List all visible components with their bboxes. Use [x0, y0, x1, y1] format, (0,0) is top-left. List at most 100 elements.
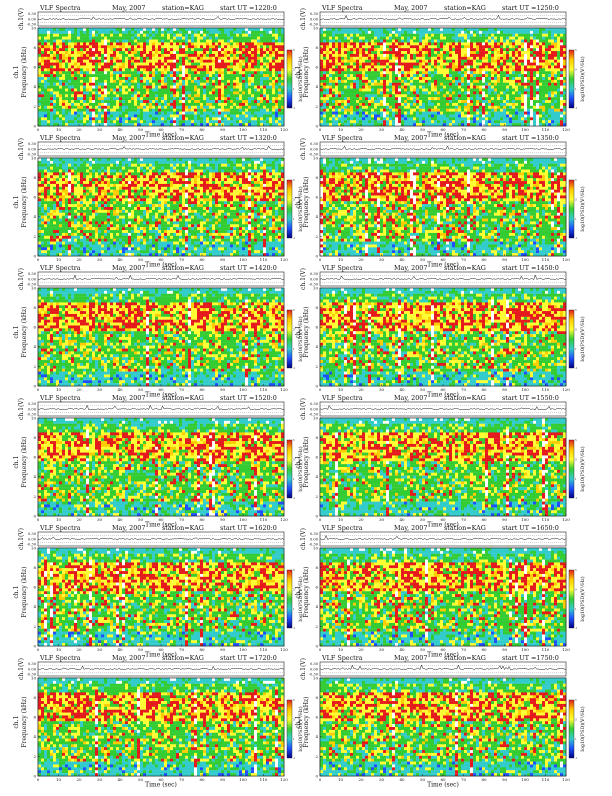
- spectrogram-cell: [365, 109, 368, 112]
- spectrogram-cell: [407, 77, 410, 80]
- spectrogram-cell: [245, 40, 248, 43]
- spectrogram-cell: [122, 71, 125, 74]
- spectrogram-cell: [389, 60, 392, 63]
- spectrogram-cell: [41, 37, 44, 40]
- spectrogram-cell: [380, 65, 383, 68]
- spectrogram-cell: [65, 34, 68, 37]
- spectrogram-cell: [140, 74, 143, 77]
- spectrogram-cell: [191, 106, 194, 109]
- spectrogram-cell: [224, 74, 227, 77]
- spectrogram-cell: [215, 86, 218, 89]
- x-tick-label: 20: [76, 127, 82, 132]
- spectrogram-cell: [101, 42, 104, 45]
- spectrogram-cell: [329, 106, 332, 109]
- spectrogram-cell: [329, 74, 332, 77]
- spectrogram-cell: [56, 71, 59, 74]
- spectrogram-cell: [230, 103, 233, 106]
- spectrogram-cell: [320, 48, 323, 51]
- spectrogram-cell: [383, 86, 386, 89]
- spectrogram-cell: [353, 74, 356, 77]
- spectrogram-cell: [500, 28, 503, 31]
- spectrogram-cell: [230, 94, 233, 97]
- spectrogram-cell: [470, 31, 473, 34]
- spectrogram-cell: [254, 109, 257, 112]
- spectrogram-cell: [401, 77, 404, 80]
- spectrogram-cell: [164, 74, 167, 77]
- spectrogram-cell: [140, 112, 143, 115]
- spectrogram-cell: [371, 37, 374, 40]
- spectrogram-cell: [248, 106, 251, 109]
- spectrogram-cell: [116, 68, 119, 71]
- spectrogram-cell: [461, 31, 464, 34]
- spectrogram-cell: [392, 45, 395, 48]
- spectrogram-cell: [74, 54, 77, 57]
- spectrogram-cell: [188, 37, 191, 40]
- spectrogram-cell: [101, 37, 104, 40]
- spectrogram-cell: [389, 40, 392, 43]
- spectrogram-cell: [161, 57, 164, 60]
- spectrogram-cell: [125, 40, 128, 43]
- spectrogram-cell: [359, 80, 362, 83]
- spectrogram-cell: [347, 89, 350, 92]
- spectrogram-cell: [179, 60, 182, 63]
- spectrogram-cell: [188, 42, 191, 45]
- spectrogram-cell: [74, 60, 77, 63]
- spectrogram-cell: [47, 77, 50, 80]
- spectrogram-cell: [410, 74, 413, 77]
- spectrogram-cell: [458, 48, 461, 51]
- spectrogram-cell: [323, 97, 326, 100]
- spectrogram-cell: [257, 31, 260, 34]
- spectrogram-cell: [470, 97, 473, 100]
- spectrogram-cell: [260, 74, 263, 77]
- spectrogram-cell: [329, 31, 332, 34]
- waveform-ytick-label: 0.30: [310, 12, 319, 16]
- spectrogram-cell: [65, 112, 68, 115]
- spectrogram-cell: [257, 34, 260, 37]
- spectrogram-cell: [347, 77, 350, 80]
- spectrogram-cell: [422, 100, 425, 103]
- spectrogram-cell: [251, 74, 254, 77]
- spectrogram-cell: [230, 117, 233, 120]
- spectrogram-cell: [365, 83, 368, 86]
- spectrogram-cell: [161, 91, 164, 94]
- spectrogram-cell: [158, 106, 161, 109]
- spectrogram-cell: [239, 63, 242, 66]
- spectrogram-cell: [377, 42, 380, 45]
- spectrogram-cell: [281, 57, 284, 60]
- spectrogram-cell: [494, 106, 497, 109]
- spectrogram-cell: [455, 109, 458, 112]
- spectrogram-cell: [443, 91, 446, 94]
- spectrogram-cell: [245, 109, 248, 112]
- spectrogram-cell: [353, 65, 356, 68]
- spectrogram-cell: [245, 100, 248, 103]
- spectrogram-cell: [134, 86, 137, 89]
- spectrogram-cell: [449, 45, 452, 48]
- spectrogram-cell: [422, 109, 425, 112]
- spectrogram-cell: [173, 103, 176, 106]
- spectrogram-cell: [242, 89, 245, 92]
- spectrogram-cell: [269, 42, 272, 45]
- spectrogram-cell: [221, 51, 224, 54]
- spectrogram-cell: [449, 28, 452, 31]
- spectrogram-cell: [383, 57, 386, 60]
- spectrogram-cell: [215, 97, 218, 100]
- spectrogram-cell: [398, 57, 401, 60]
- spectrogram-cell: [74, 34, 77, 37]
- spectrogram-cell: [143, 83, 146, 86]
- spectrogram-cell: [356, 68, 359, 71]
- spectrogram-cell: [398, 103, 401, 106]
- spectrogram-cell: [434, 77, 437, 80]
- spectrogram-cell: [152, 31, 155, 34]
- spectrogram-cell: [389, 42, 392, 45]
- spectrogram-cell: [488, 91, 491, 94]
- spectrogram-cell: [344, 100, 347, 103]
- spectrogram-cell: [89, 74, 92, 77]
- spectrogram-cell: [488, 123, 491, 126]
- spectrogram-cell: [275, 48, 278, 51]
- spectrogram-cell: [476, 57, 479, 60]
- spectrogram-cell: [494, 100, 497, 103]
- spectrogram-cell: [464, 91, 467, 94]
- spectrogram-cell: [320, 77, 323, 80]
- spectrogram-cell: [56, 31, 59, 34]
- spectrogram-cell: [50, 94, 53, 97]
